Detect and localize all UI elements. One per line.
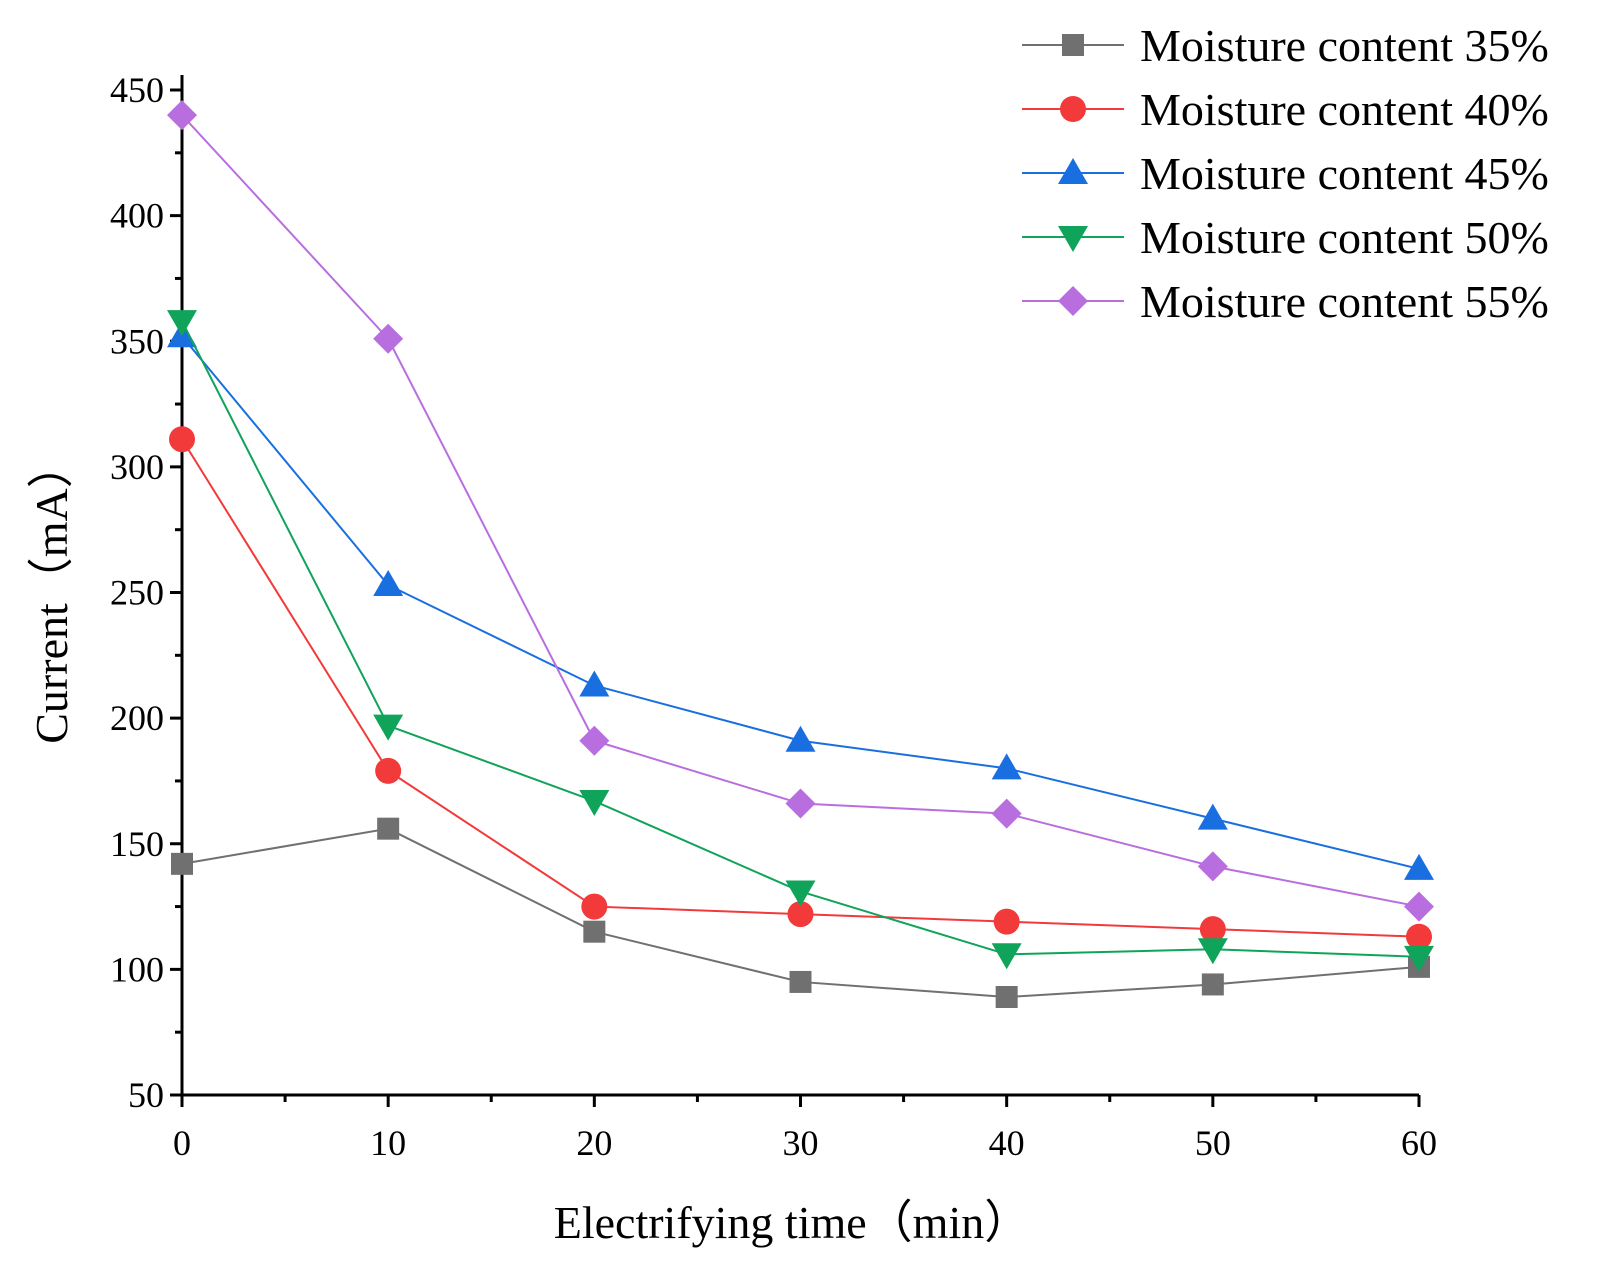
data-point (1404, 891, 1434, 922)
legend-label: Moisture content 50% (1140, 212, 1549, 263)
data-point (995, 986, 1018, 1009)
data-point (1199, 916, 1226, 943)
series-4 (167, 310, 1434, 972)
data-point (169, 426, 195, 453)
y-tick-label: 100 (110, 949, 164, 989)
data-point (1197, 938, 1228, 965)
y-tick-label: 400 (110, 196, 164, 236)
legend-entry: Moisture content 55% (1022, 276, 1549, 327)
y-tick-label: 50 (128, 1075, 164, 1115)
data-point (993, 908, 1020, 935)
legend-marker (1060, 96, 1086, 122)
data-point (373, 323, 404, 354)
legend-entry: Moisture content 35% (1022, 20, 1549, 71)
data-point (785, 788, 816, 819)
legend-label: Moisture content 55% (1140, 276, 1549, 327)
x-axis-title: Electrifying time（min） (554, 1197, 1031, 1248)
y-tick-label: 350 (110, 321, 164, 361)
legend-marker (1058, 286, 1088, 316)
data-point (581, 893, 608, 920)
axes: 50 100 150 200 250 300 350 400 450 0 10 20 30 40 50 60 (110, 70, 1437, 1163)
legend-label: Moisture content 35% (1140, 20, 1549, 71)
data-point (789, 970, 812, 993)
legend-entry: Moisture content 45% (1022, 148, 1549, 199)
legend-marker (1058, 226, 1088, 252)
data-point (373, 714, 404, 741)
data-point (377, 817, 400, 840)
legend-entry: Moisture content 40% (1022, 84, 1549, 135)
x-tick-label: 60 (1401, 1123, 1437, 1163)
legend: Moisture content 35% Moisture content 40%… (1022, 20, 1549, 327)
y-tick-label: 250 (110, 573, 164, 613)
x-tick-label: 40 (989, 1123, 1025, 1163)
series-layer (167, 100, 1434, 1009)
data-point (1406, 923, 1432, 950)
data-point (991, 753, 1022, 780)
data-point (171, 852, 193, 875)
x-tick-label: 30 (783, 1123, 819, 1163)
legend-marker (1062, 34, 1084, 56)
data-point (579, 725, 610, 756)
series-line (181, 320, 1420, 958)
y-tick-label: 200 (110, 698, 164, 738)
data-point (991, 798, 1022, 829)
y-tick-label: 150 (110, 824, 164, 864)
legend-marker (1058, 158, 1088, 184)
data-point (787, 901, 814, 928)
data-point (1201, 973, 1224, 996)
legend-label: Moisture content 45% (1140, 148, 1549, 199)
x-tick-label: 20 (576, 1123, 612, 1163)
x-tick-label: 0 (173, 1123, 191, 1163)
y-tick-label: 450 (110, 70, 164, 110)
series-3 (167, 321, 1434, 880)
data-point (167, 100, 197, 131)
data-point (991, 943, 1022, 970)
legend-label: Moisture content 40% (1140, 84, 1549, 135)
data-point (167, 310, 197, 337)
series-5 (167, 100, 1434, 922)
data-point (1404, 853, 1434, 880)
x-tick-label: 10 (370, 1123, 406, 1163)
data-point (583, 920, 606, 943)
legend-entry: Moisture content 50% (1022, 212, 1549, 263)
series-1 (171, 817, 1430, 1009)
y-tick-label: 300 (110, 447, 164, 487)
data-point (1197, 851, 1228, 882)
data-point (1404, 945, 1434, 972)
series-2 (169, 426, 1432, 950)
data-point (785, 725, 816, 752)
data-point (373, 569, 404, 596)
data-point (375, 757, 402, 784)
series-line (181, 438, 1420, 938)
data-point (785, 880, 816, 907)
x-tick-label: 50 (1195, 1123, 1231, 1163)
data-point (1197, 803, 1228, 830)
data-point (579, 790, 610, 817)
data-point (579, 670, 610, 697)
y-axis-title: Current（mA） (26, 442, 77, 744)
